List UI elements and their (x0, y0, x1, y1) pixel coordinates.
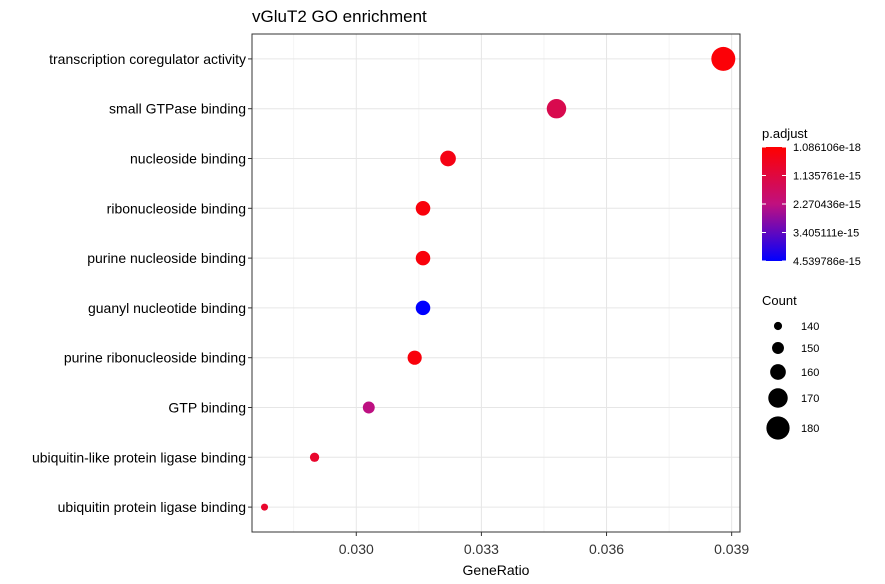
x-axis-ticks: 0.030 0.033 0.036 0.039 (339, 532, 749, 557)
y-tick-label: purine ribonucleoside binding (64, 350, 246, 366)
color-legend-label: 3.405111e-15 (793, 228, 859, 240)
y-tick-label: purine nucleoside binding (87, 250, 246, 266)
color-legend-label: 1.135761e-15 (793, 171, 861, 183)
y-tick-label: ribonucleoside binding (107, 200, 246, 216)
data-points (261, 46, 736, 511)
color-legend: p.adjust 1.086106e-18 1.135761e-15 2.27043… (762, 126, 861, 268)
size-legend-label: 150 (801, 343, 819, 355)
size-legend-dot (773, 321, 783, 331)
data-point (440, 150, 456, 167)
x-tick-label: 0.030 (339, 541, 374, 557)
y-tick-label: transcription coregulator activity (49, 51, 246, 67)
data-point (415, 250, 431, 266)
color-legend-title: p.adjust (762, 126, 808, 141)
y-tick-label: ubiquitin-like protein ligase binding (32, 449, 246, 465)
y-tick-label: GTP binding (168, 400, 246, 416)
size-legend-label: 160 (801, 367, 819, 379)
y-tick-label: ubiquitin protein ligase binding (58, 499, 246, 515)
grid-lines (252, 34, 740, 532)
size-legend-dot (768, 388, 788, 408)
x-tick-label: 0.033 (464, 541, 499, 557)
data-point (415, 201, 431, 216)
x-tick-label: 0.036 (589, 541, 624, 557)
data-point (309, 452, 320, 462)
data-point (711, 46, 736, 71)
size-legend-dot (766, 416, 790, 440)
data-point (362, 401, 375, 414)
color-legend-label: 4.539786e-15 (793, 256, 861, 268)
data-point (407, 350, 422, 365)
data-point (261, 503, 269, 511)
color-legend-label: 1.086106e-18 (793, 142, 861, 154)
chart-title: vGluT2 GO enrichment (252, 7, 427, 26)
size-legend-items: 140 150 160 170 180 (766, 321, 819, 440)
size-legend-title: Count (762, 293, 797, 308)
y-tick-label: nucleoside binding (130, 151, 246, 167)
size-legend-label: 140 (801, 321, 819, 333)
y-tick-label: guanyl nucleotide binding (88, 300, 246, 316)
plot-panel-border (251, 33, 741, 533)
x-tick-label: 0.039 (714, 541, 749, 557)
size-legend-label: 170 (801, 393, 819, 405)
color-legend-labels: 1.086106e-18 1.135761e-15 2.270436e-15 3.40… (762, 142, 861, 268)
x-axis-title: GeneRatio (463, 562, 530, 578)
size-legend-dot (772, 342, 784, 354)
size-legend-label: 180 (801, 423, 819, 435)
y-axis-labels: transcription coregulator activity small … (32, 51, 252, 515)
data-point (415, 300, 431, 316)
y-tick-label: small GTPase binding (109, 101, 246, 117)
size-legend-dot (770, 364, 786, 380)
data-point (546, 98, 567, 119)
size-legend: Count 140 150 160 170 180 (762, 293, 819, 440)
color-legend-label: 2.270436e-15 (793, 199, 861, 211)
